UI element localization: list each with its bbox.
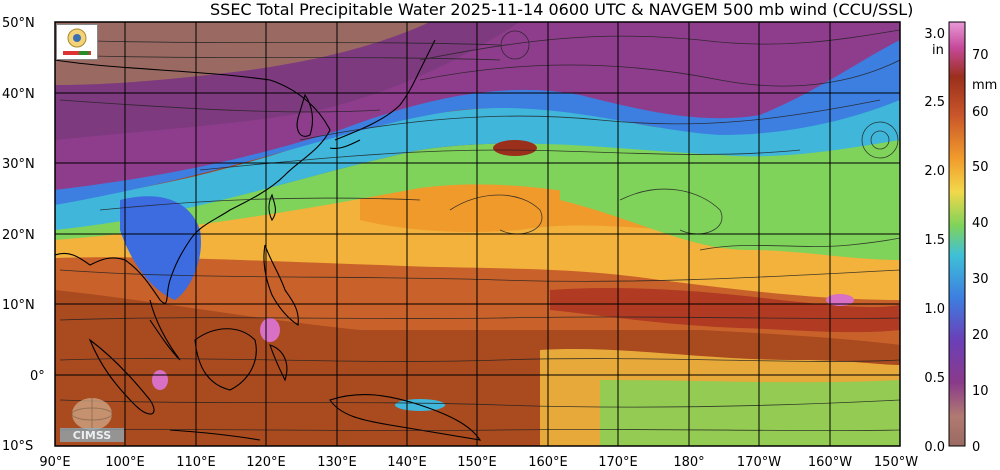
colorbar-mm-unit: mm [972,78,997,93]
in-tick: 2.5 [924,95,945,110]
cimss-logo: CIMSS [56,392,128,444]
in-tick: 0.5 [924,371,945,386]
mm-tick: 50 [972,160,989,175]
mm-tick: 30 [972,272,989,287]
lat-label: 10°N [2,298,35,313]
coastlines [55,39,482,441]
lon-labels: 90°E 100°E 110°E 120°E 130°E 140°E 150°E… [39,455,918,470]
map-frame [54,21,901,447]
lon-label: 160°E [528,455,568,470]
colorbar-gradient [948,21,966,447]
mm-tick: 0 [972,440,980,455]
lat-label: 40°N [2,87,35,102]
cimss-globe-icon: CIMSS [60,398,124,442]
lon-label: 170°E [598,455,638,470]
colorbar-in-ticks: 3.0 2.5 2.0 1.5 1.0 0.5 0.0 [924,27,945,455]
lon-label: 180° [673,455,704,470]
lon-label: 120°E [246,455,286,470]
ssl-emblem-icon [63,28,91,55]
lat-label: 10°S [2,439,33,454]
lon-label: 110°E [176,455,216,470]
in-tick: 0.0 [924,440,945,455]
map-title: SSEC Total Precipitable Water 2025-11-14… [210,0,914,19]
lat-label: 50°N [2,16,35,31]
mm-tick: 70 [972,48,989,63]
lat-label: 0° [30,369,45,384]
lat-label: 30°N [2,157,35,172]
lon-label: 90°E [39,455,70,470]
lon-label: 100°E [105,455,145,470]
in-tick: 1.0 [924,302,945,317]
lon-label: 150°W [874,455,918,470]
colorbar: in mm 3.0 2.5 2.0 1.5 1.0 0.5 0.0 70 60 … [924,21,997,455]
mm-tick: 40 [972,216,989,231]
mm-tick: 20 [972,328,989,343]
in-tick: 1.5 [924,233,945,248]
mm-tick: 60 [972,105,989,120]
in-tick: 2.0 [924,164,945,179]
lon-label: 150°E [457,455,497,470]
cimss-text: CIMSS [73,429,112,442]
colorbar-in-unit: in [932,43,944,58]
lat-labels: 50°N 40°N 30°N 20°N 10°N 0° 10°S [2,16,45,454]
lon-label: 130°E [317,455,357,470]
in-tick: 3.0 [924,27,945,42]
lon-label: 170°W [737,455,781,470]
graticule [55,22,900,446]
lon-label: 160°W [808,455,852,470]
lat-label: 20°N [2,228,35,243]
lon-label: 140°E [387,455,427,470]
ssl-logo [56,24,98,60]
colorbar-mm-ticks: 70 60 50 40 30 20 10 0 [972,48,989,455]
mm-tick: 10 [972,384,989,399]
